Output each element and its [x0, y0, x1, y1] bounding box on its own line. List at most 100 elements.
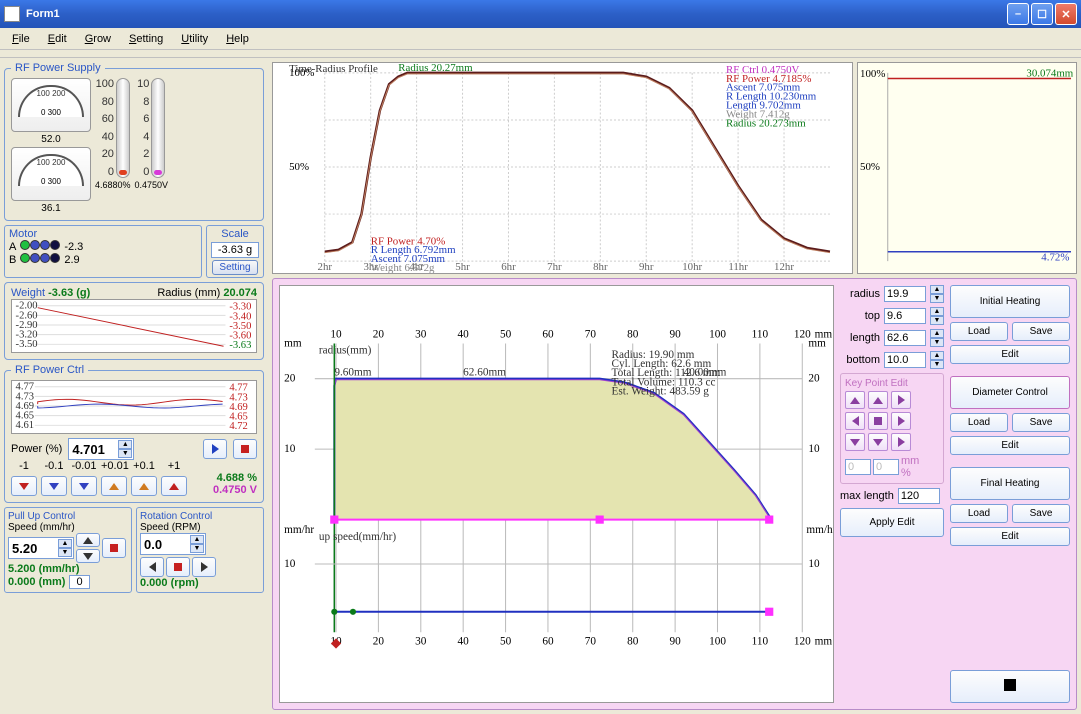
- menu-utility[interactable]: Utility: [181, 33, 208, 45]
- minimize-button[interactable]: –: [1007, 3, 1029, 25]
- pull-up-inc[interactable]: ▲: [58, 539, 72, 548]
- kp-down-left[interactable]: [845, 433, 865, 451]
- power-field[interactable]: [70, 441, 118, 458]
- load-button-1[interactable]: Load: [950, 322, 1008, 341]
- kp-down[interactable]: [868, 433, 888, 451]
- scale-value: -3.63 g: [211, 242, 259, 258]
- rotation-dec[interactable]: ▼: [190, 544, 204, 553]
- close-button[interactable]: ✕: [1055, 3, 1077, 25]
- rotation-stop-button[interactable]: [166, 557, 190, 577]
- cylinder-1-ticks: 100806040200: [96, 78, 114, 178]
- top-dec[interactable]: ▼: [930, 316, 944, 325]
- svg-text:-3.50: -3.50: [16, 339, 38, 350]
- save-button-2[interactable]: Save: [1012, 413, 1070, 432]
- length-dec[interactable]: ▼: [930, 338, 944, 347]
- kp-up-left[interactable]: [845, 391, 865, 409]
- final-heating-button[interactable]: Final Heating: [950, 467, 1070, 500]
- bottom-inc[interactable]: ▲: [930, 351, 944, 360]
- svg-text:mm/hr: mm/hr: [806, 524, 833, 536]
- rotation-panel: Rotation Control Speed (RPM) ▲▼ 0.000 (r…: [136, 507, 264, 593]
- maxlen-input[interactable]: 120: [898, 488, 940, 504]
- apply-edit-button[interactable]: Apply Edit: [840, 508, 944, 537]
- top-inc[interactable]: ▲: [930, 307, 944, 316]
- keypoint-panel: Key Point Edit: [840, 373, 944, 484]
- stop-all-button[interactable]: [950, 670, 1070, 703]
- step-btn-3[interactable]: [101, 476, 127, 496]
- cylinder-1: [116, 78, 130, 178]
- load-button-3[interactable]: Load: [950, 504, 1008, 523]
- svg-text:40: 40: [458, 636, 470, 648]
- length-inc[interactable]: ▲: [930, 329, 944, 338]
- param-top-input[interactable]: 9.6: [884, 308, 926, 324]
- rotation-right-button[interactable]: [192, 557, 216, 577]
- pull-up-readout-2: 0.000 (mm): [8, 576, 65, 588]
- svg-text:4.72: 4.72: [229, 421, 248, 432]
- rotation-input[interactable]: ▲▼: [140, 533, 206, 555]
- load-button-2[interactable]: Load: [950, 413, 1008, 432]
- motor-b-label: B: [9, 254, 16, 266]
- kp-right[interactable]: [891, 412, 911, 430]
- step-btn-4[interactable]: [131, 476, 157, 496]
- param-length-input[interactable]: 62.6: [884, 330, 926, 346]
- radius-inc[interactable]: ▲: [930, 285, 944, 294]
- kp-center[interactable]: [868, 412, 888, 430]
- pull-up-down-button[interactable]: [76, 549, 100, 563]
- kp-up[interactable]: [868, 391, 888, 409]
- cylinder-2-ticks: 1086420: [137, 78, 149, 178]
- menu-setting[interactable]: Setting: [129, 33, 163, 45]
- edit-button-1[interactable]: Edit: [950, 345, 1070, 364]
- rotation-readout: 0.000 (rpm): [140, 577, 260, 589]
- pull-up-up-button[interactable]: [76, 533, 100, 547]
- pull-up-field[interactable]: [10, 540, 58, 557]
- param-bottom-input[interactable]: 10.0: [884, 352, 926, 368]
- power-stop-button[interactable]: [233, 439, 257, 459]
- maximize-button[interactable]: ☐: [1031, 3, 1053, 25]
- pull-up-stop-button[interactable]: [102, 538, 126, 558]
- svg-text:5hr: 5hr: [455, 261, 470, 273]
- step-btn-2[interactable]: [71, 476, 97, 496]
- bottom-dec[interactable]: ▼: [930, 360, 944, 369]
- save-button-3[interactable]: Save: [1012, 504, 1070, 523]
- step-btn-0[interactable]: [11, 476, 37, 496]
- param-top-label: top: [840, 310, 880, 322]
- weight-panel: Weight -3.63 (g) Radius (mm) 20.074 -2.0…: [4, 282, 264, 360]
- step-btn-1[interactable]: [41, 476, 67, 496]
- rotation-left-button[interactable]: [140, 557, 164, 577]
- svg-text:70: 70: [585, 636, 597, 648]
- rotation-field[interactable]: [142, 536, 190, 553]
- rf-power-supply-title: RF Power Supply: [11, 62, 105, 74]
- edit-button-2[interactable]: Edit: [950, 436, 1070, 455]
- pull-up-small-box[interactable]: 0: [69, 575, 89, 589]
- radius-dec[interactable]: ▼: [930, 294, 944, 303]
- kp-up-right[interactable]: [891, 391, 911, 409]
- pull-up-input[interactable]: ▲▼: [8, 537, 74, 559]
- step-btn-5[interactable]: [161, 476, 187, 496]
- menu-help[interactable]: Help: [226, 33, 249, 45]
- power-play-button[interactable]: [203, 439, 227, 459]
- edit-button-3[interactable]: Edit: [950, 527, 1070, 546]
- svg-text:110: 110: [752, 636, 769, 648]
- initial-heating-button[interactable]: Initial Heating: [950, 285, 1070, 318]
- svg-text:9hr: 9hr: [639, 261, 654, 273]
- gauge-2-scale: 100 200: [12, 158, 90, 167]
- svg-text:70: 70: [585, 328, 597, 340]
- pull-up-dec[interactable]: ▼: [58, 548, 72, 557]
- save-button-1[interactable]: Save: [1012, 322, 1070, 341]
- power-input[interactable]: ▲▼: [68, 438, 134, 460]
- kp-pct: %: [901, 467, 919, 479]
- menu-grow[interactable]: Grow: [85, 33, 111, 45]
- kp-down-right[interactable]: [891, 433, 911, 451]
- power-down[interactable]: ▼: [118, 449, 132, 458]
- kp-val-1[interactable]: 0: [845, 459, 871, 475]
- power-up[interactable]: ▲: [118, 440, 132, 449]
- svg-text:7hr: 7hr: [547, 261, 562, 273]
- kp-left[interactable]: [845, 412, 865, 430]
- menu-file[interactable]: File: [12, 33, 30, 45]
- rotation-inc[interactable]: ▲: [190, 535, 204, 544]
- diameter-control-button[interactable]: Diameter Control: [950, 376, 1070, 409]
- rotation-title: Rotation Control: [140, 511, 260, 522]
- menu-edit[interactable]: Edit: [48, 33, 67, 45]
- kp-val-2[interactable]: 0: [873, 459, 899, 475]
- param-radius-input[interactable]: 19.9: [884, 286, 926, 302]
- scale-setting-button[interactable]: Setting: [212, 260, 257, 275]
